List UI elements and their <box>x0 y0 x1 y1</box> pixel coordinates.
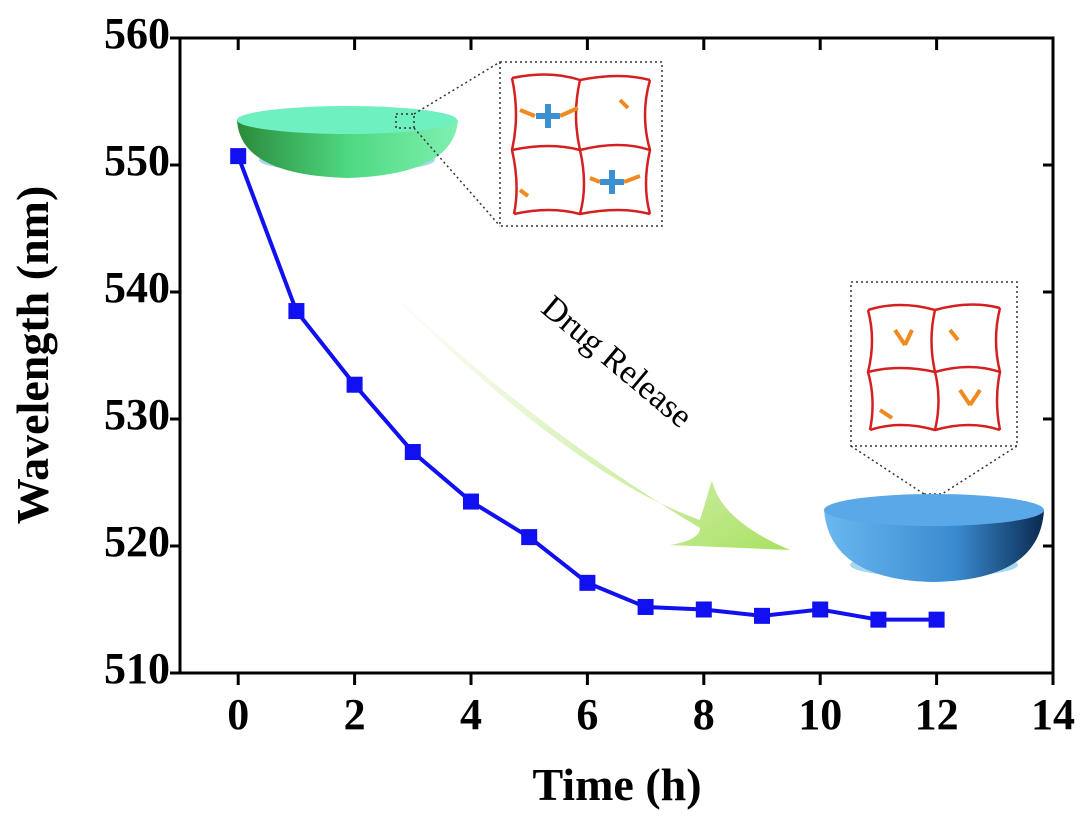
x-tick-label: 2 <box>344 690 366 739</box>
x-tick-label: 6 <box>576 690 598 739</box>
data-point <box>579 574 596 591</box>
x-tick-label: 8 <box>693 690 715 739</box>
y-axis-label: Wavelength (nm) <box>7 186 58 525</box>
x-tick-label: 4 <box>460 690 482 739</box>
x-tick-label: 0 <box>227 690 249 739</box>
data-point <box>404 444 421 461</box>
data-point <box>521 529 538 546</box>
y-tick-label: 560 <box>104 9 170 58</box>
data-point <box>754 607 770 624</box>
data-point <box>288 303 305 320</box>
annotation: Drug Release <box>534 289 699 436</box>
data-point <box>230 148 247 165</box>
x-tick-label: 14 <box>1031 690 1075 739</box>
y-tick-label: 540 <box>104 263 170 312</box>
data-point <box>695 601 712 618</box>
data-point <box>928 611 945 628</box>
x-axis-label: Time (h) <box>532 759 701 810</box>
illustration <box>237 61 1044 582</box>
data-point <box>812 601 829 618</box>
data-point <box>637 598 654 615</box>
data-point <box>463 493 479 510</box>
x-tick-label: 12 <box>915 690 959 739</box>
y-tick-label: 550 <box>104 136 170 185</box>
x-tick-label: 10 <box>798 690 842 739</box>
plot-frame <box>178 36 1055 675</box>
y-tick-label: 520 <box>104 517 170 566</box>
y-tick-label: 510 <box>104 644 170 693</box>
data-point <box>870 611 887 628</box>
y-tick-label: 530 <box>104 390 170 439</box>
data-point <box>346 376 363 393</box>
